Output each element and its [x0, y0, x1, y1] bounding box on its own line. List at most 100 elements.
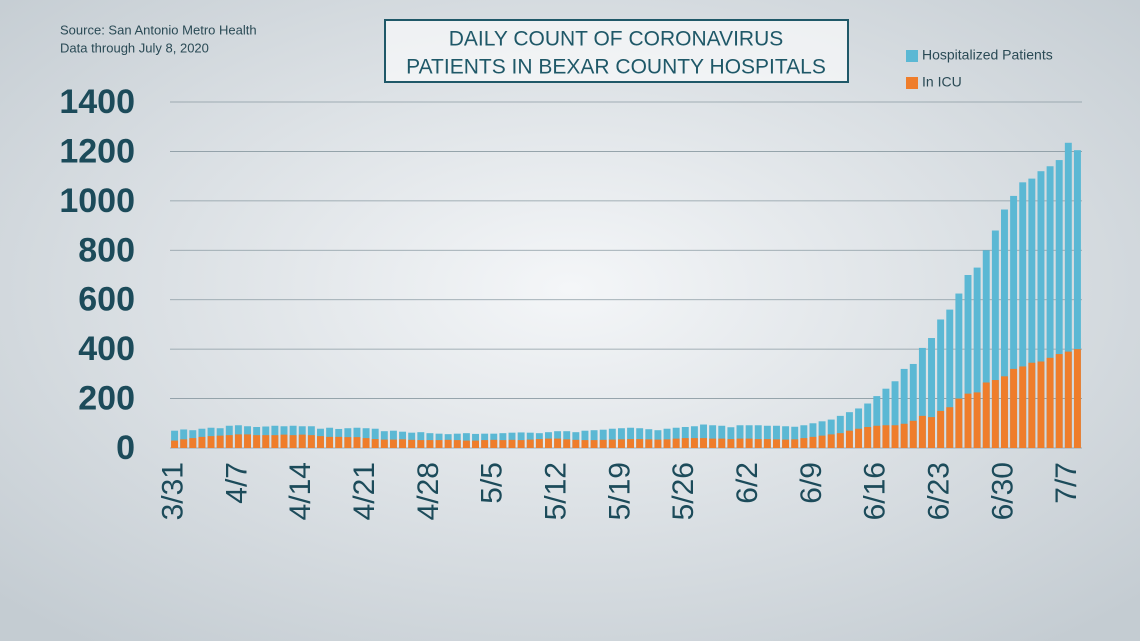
bar [809, 436, 817, 448]
bar [937, 410, 945, 448]
bar [335, 436, 343, 448]
bar [326, 436, 334, 448]
bar [271, 435, 279, 448]
x-tick-label: 6/9 [795, 462, 828, 504]
bar [964, 275, 972, 448]
bar [389, 439, 397, 448]
bar [973, 267, 981, 448]
bar [1001, 209, 1008, 448]
bar [462, 440, 470, 448]
bar [417, 440, 425, 448]
bar [581, 430, 589, 448]
bar [1046, 357, 1054, 448]
bar [736, 438, 744, 448]
bar [955, 293, 963, 448]
bar [727, 439, 735, 448]
bar [380, 439, 388, 448]
bar [554, 438, 562, 448]
bar [1055, 354, 1063, 448]
y-tick-label: 1200 [59, 132, 135, 170]
y-tick-label: 0 [116, 429, 135, 467]
x-tick-label: 5/26 [667, 462, 700, 520]
bar [572, 439, 580, 448]
bar [1019, 366, 1027, 448]
bar [1037, 361, 1045, 448]
chart-title: PATIENTS IN BEXAR COUNTY HOSPITALS [406, 56, 826, 79]
bar [964, 393, 972, 448]
bar [809, 423, 817, 448]
title-box [384, 19, 849, 83]
bar [909, 420, 917, 448]
bar [918, 347, 926, 448]
bar [262, 435, 270, 448]
bar [827, 419, 835, 448]
bar [672, 438, 680, 448]
chart-title: DAILY COUNT OF CORONAVIRUS [449, 28, 784, 51]
bar [1010, 195, 1018, 448]
bar [353, 437, 361, 448]
bar [526, 439, 534, 448]
bar [800, 425, 808, 448]
bar [991, 380, 999, 448]
bar [991, 230, 999, 448]
bar [946, 407, 954, 448]
bar [690, 426, 698, 448]
bar [627, 427, 635, 448]
legend-swatch [906, 77, 918, 89]
bar [700, 438, 707, 448]
bar [508, 439, 516, 448]
bar [617, 428, 625, 448]
y-tick-label: 1400 [59, 83, 135, 121]
bar [289, 435, 297, 448]
bar [791, 426, 799, 448]
bar [535, 439, 543, 448]
bar [1028, 362, 1036, 448]
bar [1019, 182, 1027, 449]
bar [317, 436, 324, 448]
bar [946, 309, 954, 448]
bar [663, 439, 671, 448]
bar [818, 435, 826, 448]
bar [681, 438, 689, 448]
bar [645, 439, 653, 448]
bar [782, 426, 790, 448]
bar [690, 438, 698, 448]
y-tick-label: 1000 [59, 182, 135, 220]
x-tick-label: 4/14 [284, 462, 317, 520]
bar [444, 439, 452, 448]
bar [763, 439, 771, 448]
bar [1037, 171, 1045, 448]
bar [344, 437, 352, 448]
bar [1064, 351, 1072, 448]
bar [362, 438, 370, 448]
bar [882, 425, 890, 448]
bar [371, 439, 379, 448]
bar [891, 425, 899, 448]
bar [773, 425, 780, 448]
bar [654, 430, 662, 448]
bar [590, 440, 598, 448]
bar [1073, 349, 1081, 448]
bar [845, 430, 853, 448]
bar [754, 425, 762, 448]
bar [216, 435, 224, 448]
bar [782, 439, 790, 448]
x-tick-label: 5/5 [476, 462, 509, 504]
bar [745, 438, 753, 448]
bar [1001, 376, 1008, 448]
bar [681, 426, 689, 448]
bar [709, 438, 717, 448]
bar [855, 428, 863, 448]
x-tick-label: 7/7 [1050, 462, 1083, 504]
bar [189, 438, 197, 448]
bar [727, 427, 735, 448]
bar [873, 396, 881, 448]
bar [1055, 160, 1063, 449]
plot: 0 200 400 600 800 1000 1200 1400 3/31 4/7 4/14 4/21… [59, 83, 1083, 520]
bar [1064, 142, 1072, 448]
bar [663, 428, 671, 448]
bar [207, 436, 215, 448]
bar [280, 434, 288, 448]
date-note: Data through July 8, 2020 [60, 40, 209, 55]
